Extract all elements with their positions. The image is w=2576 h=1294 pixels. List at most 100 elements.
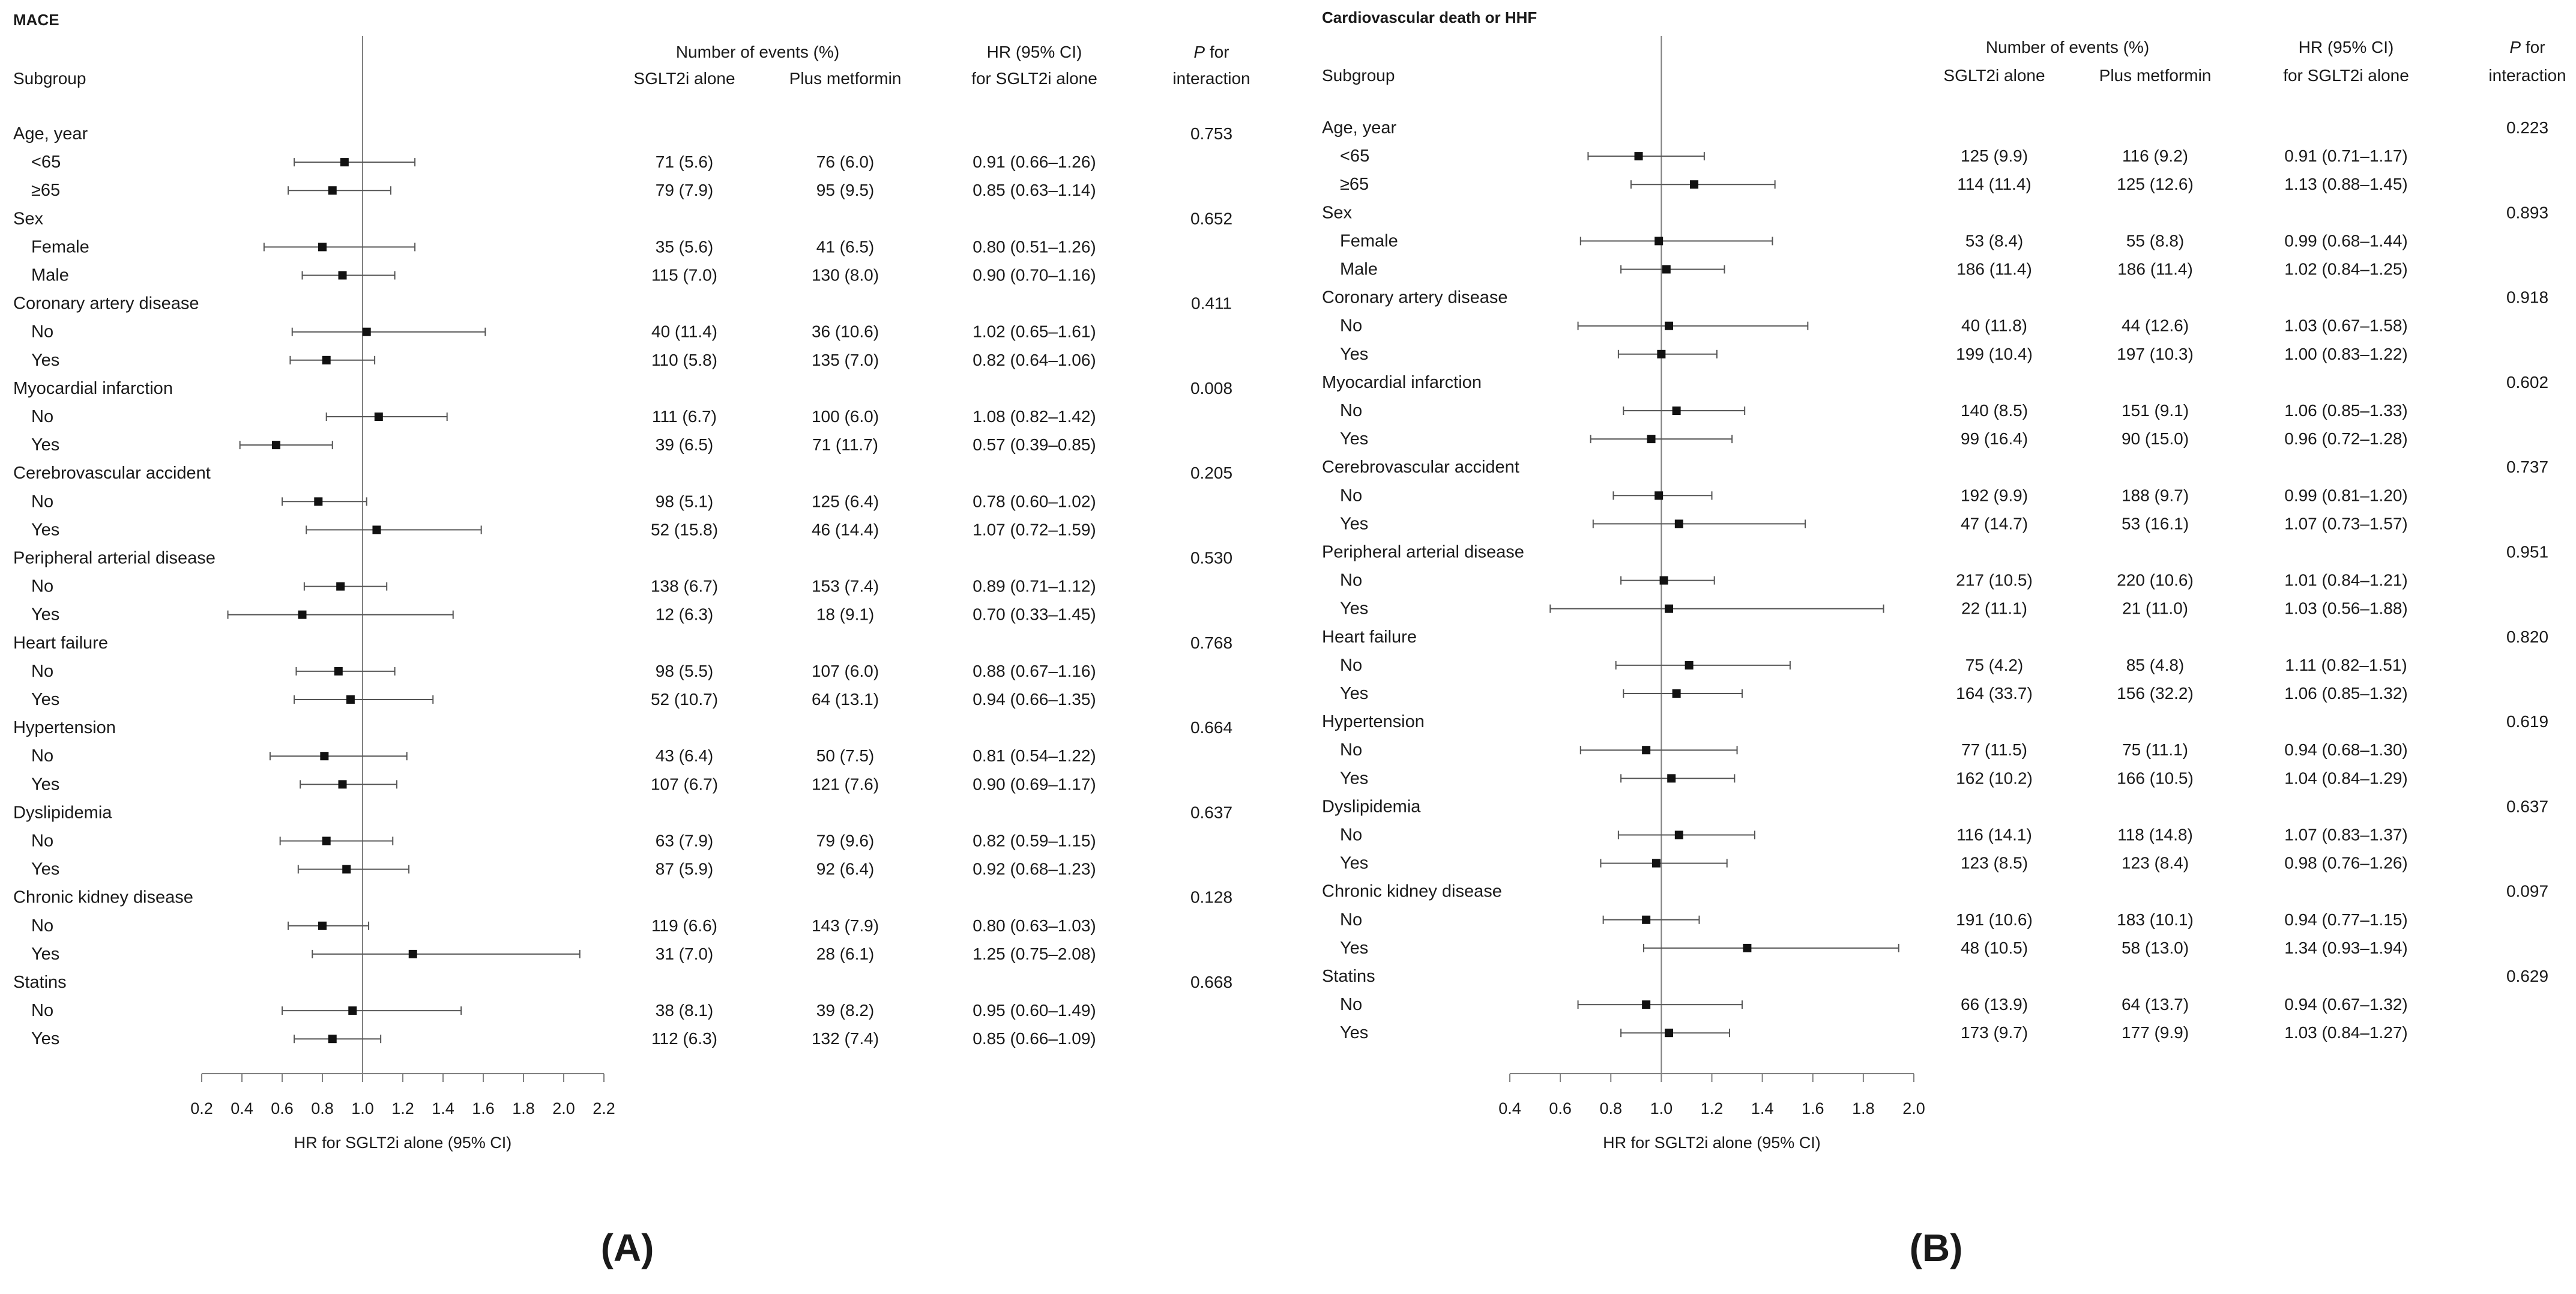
sglt2i-events-value: 162 (10.2) bbox=[1956, 769, 2033, 787]
metformin-events-value: 118 (14.8) bbox=[2117, 826, 2193, 844]
panel-label: (B) bbox=[1910, 1226, 1963, 1269]
hr-point-marker bbox=[340, 158, 349, 167]
subgroup-level-label: No bbox=[31, 1001, 53, 1020]
subgroup-level-label: Yes bbox=[31, 351, 59, 370]
sglt2i-events-value: 40 (11.8) bbox=[1961, 316, 2027, 335]
hr-ci-value: 1.07 (0.72–1.59) bbox=[973, 520, 1096, 539]
p-interaction-value: 0.668 bbox=[1190, 973, 1232, 991]
p-interaction-value: 0.737 bbox=[2506, 458, 2548, 476]
hr-ci-value: 1.07 (0.73–1.57) bbox=[2284, 514, 2408, 533]
forest-panel-b: Cardiovascular death or HHF Subgroup Numbe… bbox=[1322, 8, 2566, 1269]
metformin-column-header: Plus metformin bbox=[789, 69, 902, 88]
metformin-events-value: 21 (11.0) bbox=[2122, 599, 2188, 618]
sglt2i-events-value: 66 (13.9) bbox=[1961, 995, 2028, 1014]
hr-ci-value: 0.80 (0.51–1.26) bbox=[973, 237, 1096, 256]
sglt2i-events-value: 77 (11.5) bbox=[1961, 740, 2027, 759]
hr-ci-value: 0.94 (0.66–1.35) bbox=[973, 690, 1096, 709]
hr-point-marker bbox=[346, 695, 355, 704]
x-tick-label: 0.4 bbox=[1498, 1099, 1521, 1117]
subgroup-category-label: Peripheral arterial disease bbox=[1322, 543, 1524, 562]
hr-ci-value: 0.88 (0.67–1.16) bbox=[973, 662, 1096, 680]
hr-point-marker bbox=[1659, 576, 1668, 585]
x-tick-label: 1.0 bbox=[1650, 1099, 1673, 1117]
hr-ci-value: 1.04 (0.84–1.29) bbox=[2284, 769, 2408, 787]
x-tick-label: 1.0 bbox=[351, 1099, 374, 1117]
subgroup-level-label: No bbox=[1340, 486, 1362, 505]
hr-column-subheader: for SGLT2i alone bbox=[971, 69, 1097, 88]
subgroup-category-label: Heart failure bbox=[1322, 627, 1417, 647]
metformin-events-value: 183 (10.1) bbox=[2117, 910, 2194, 929]
metformin-events-value: 156 (32.2) bbox=[2117, 684, 2194, 703]
sglt2i-events-value: 123 (8.5) bbox=[1961, 854, 2028, 872]
panel-title: MACE bbox=[13, 11, 59, 29]
p-interaction-value: 0.637 bbox=[1190, 803, 1232, 821]
hr-ci-value: 0.90 (0.70–1.16) bbox=[973, 266, 1096, 285]
subgroup-level-label: No bbox=[31, 746, 53, 766]
subgroup-category-label: Cerebrovascular accident bbox=[1322, 458, 1519, 477]
subgroup-level-label: Yes bbox=[1340, 345, 1368, 364]
subgroup-level-label: No bbox=[31, 916, 53, 936]
hr-ci-value: 1.11 (0.82–1.51) bbox=[2285, 656, 2407, 674]
subgroup-category-label: Chronic kidney disease bbox=[1322, 882, 1502, 901]
hr-ci-value: 1.06 (0.85–1.33) bbox=[2284, 401, 2408, 420]
subgroup-level-label: No bbox=[1340, 740, 1362, 760]
hr-point-marker bbox=[342, 865, 351, 874]
subgroup-level-label: No bbox=[31, 492, 53, 511]
x-axis-label: HR for SGLT2i alone (95% CI) bbox=[1603, 1134, 1821, 1152]
sglt2i-events-value: 38 (8.1) bbox=[656, 1001, 714, 1020]
x-tick-label: 0.8 bbox=[1599, 1099, 1622, 1117]
sglt2i-events-value: 79 (7.9) bbox=[656, 181, 714, 199]
hr-point-marker bbox=[314, 497, 323, 506]
p-interaction-value: 0.664 bbox=[1190, 718, 1232, 737]
hr-point-marker bbox=[1642, 915, 1651, 924]
p-interaction-value: 0.652 bbox=[1190, 209, 1232, 228]
sglt2i-events-value: 107 (6.7) bbox=[651, 775, 718, 793]
hr-ci-value: 0.99 (0.81–1.20) bbox=[2284, 486, 2408, 504]
metformin-events-value: 123 (8.4) bbox=[2122, 854, 2189, 872]
subgroup-category-label: Sex bbox=[1322, 203, 1352, 222]
hr-ci-value: 0.82 (0.59–1.15) bbox=[973, 832, 1096, 850]
subgroup-category-label: Statins bbox=[13, 973, 67, 992]
hr-ci-value: 0.80 (0.63–1.03) bbox=[973, 916, 1096, 935]
p-interaction-value: 0.008 bbox=[1190, 379, 1232, 398]
hr-point-marker bbox=[408, 949, 417, 958]
sglt2i-events-value: 217 (10.5) bbox=[1956, 571, 2033, 590]
hr-point-marker bbox=[334, 667, 343, 676]
hr-point-marker bbox=[322, 355, 331, 364]
hr-point-marker bbox=[1672, 407, 1681, 415]
sglt2i-column-header: SGLT2i alone bbox=[633, 69, 735, 88]
sglt2i-events-value: 199 (10.4) bbox=[1956, 345, 2033, 363]
hr-point-marker bbox=[1664, 1029, 1673, 1038]
hr-ci-value: 0.99 (0.68–1.44) bbox=[2284, 231, 2408, 250]
x-tick-label: 1.6 bbox=[1802, 1099, 1824, 1117]
metformin-events-value: 75 (11.1) bbox=[2122, 740, 2188, 759]
metformin-events-value: 28 (6.1) bbox=[816, 945, 875, 963]
subgroup-level-label: Yes bbox=[31, 860, 59, 879]
metformin-events-value: 79 (9.6) bbox=[816, 832, 875, 850]
subgroup-level-label: <65 bbox=[1340, 147, 1369, 166]
hr-ci-value: 1.02 (0.65–1.61) bbox=[973, 322, 1096, 341]
hr-column-header: HR (95% CI) bbox=[2299, 38, 2394, 56]
subgroup-category-label: Dyslipidemia bbox=[1322, 797, 1421, 816]
metformin-events-value: 18 (9.1) bbox=[816, 605, 875, 624]
sglt2i-events-value: 52 (15.8) bbox=[651, 520, 718, 539]
subgroup-category-label: Hypertension bbox=[13, 718, 116, 737]
metformin-events-value: 153 (7.4) bbox=[812, 577, 879, 596]
events-group-header: Number of events (%) bbox=[1986, 38, 2149, 56]
subgroup-level-label: Yes bbox=[1340, 1023, 1368, 1042]
metformin-events-value: 130 (8.0) bbox=[812, 266, 879, 285]
metformin-events-value: 50 (7.5) bbox=[816, 746, 875, 765]
p-for-text: for bbox=[1205, 43, 1229, 61]
sglt2i-events-value: 125 (9.9) bbox=[1961, 147, 2028, 165]
subgroup-level-label: No bbox=[1340, 910, 1362, 930]
subgroup-level-label: ≥65 bbox=[1340, 175, 1369, 194]
subgroup-header: Subgroup bbox=[13, 69, 86, 88]
p-interaction-subheader: interaction bbox=[1172, 69, 1250, 88]
hr-ci-value: 0.85 (0.66–1.09) bbox=[973, 1029, 1096, 1048]
sglt2i-events-value: 53 (8.4) bbox=[1965, 231, 2024, 250]
x-tick-label: 0.6 bbox=[1549, 1099, 1572, 1117]
subgroup-level-label: No bbox=[1340, 656, 1362, 675]
hr-ci-value: 1.25 (0.75–2.08) bbox=[973, 945, 1096, 963]
subgroup-level-label: No bbox=[31, 577, 53, 596]
